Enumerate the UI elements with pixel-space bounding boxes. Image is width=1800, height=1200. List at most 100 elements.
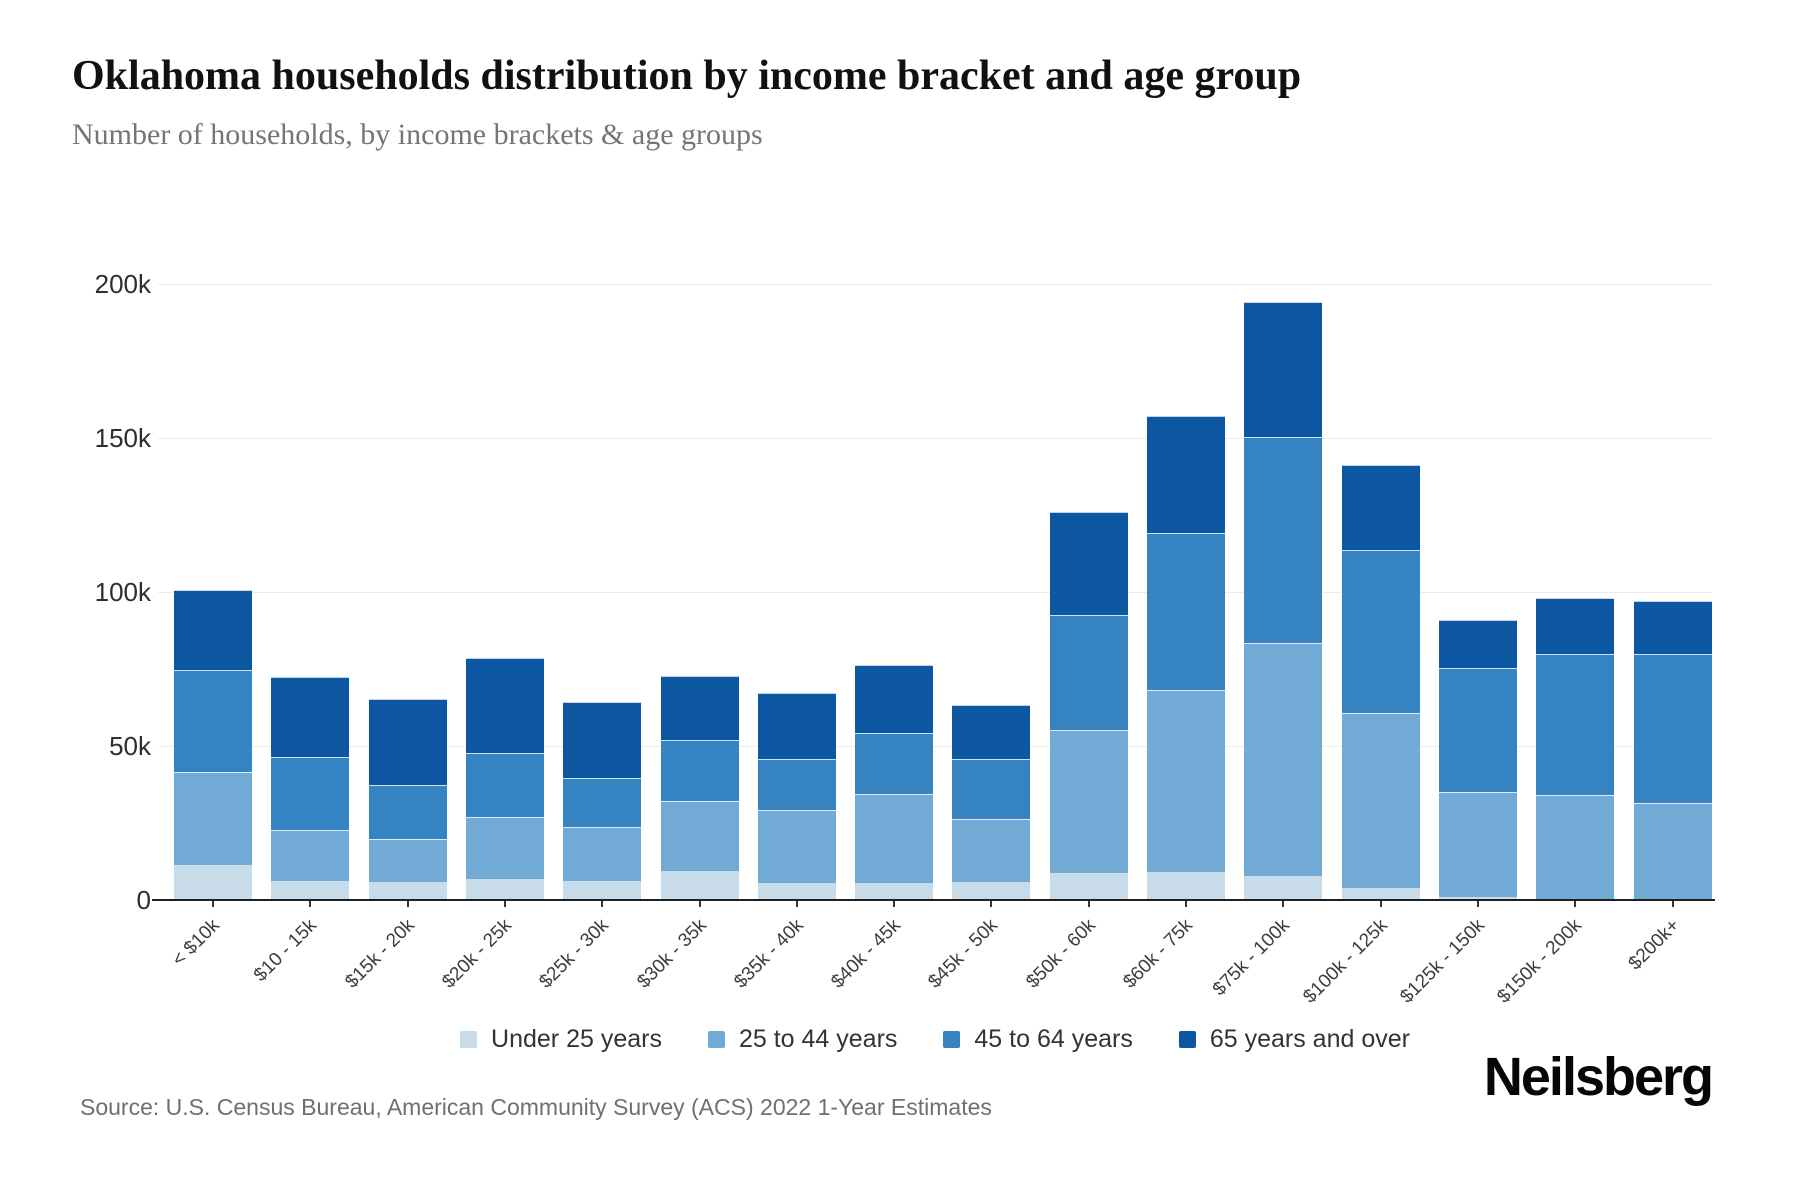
bar-segment[interactable] — [1341, 713, 1420, 888]
x-axis-tick-label: $60k - 75k — [1119, 915, 1197, 993]
legend-label: 45 to 64 years — [974, 1024, 1133, 1053]
bar-segment[interactable] — [1438, 791, 1517, 897]
bar-segment[interactable] — [855, 883, 934, 900]
bar-segment[interactable] — [1147, 689, 1225, 872]
x-axis-tick-label: $25k - 30k — [535, 915, 614, 993]
x-axis-tick — [990, 901, 993, 907]
bar-segment[interactable] — [1341, 888, 1420, 900]
x-axis-tick — [1087, 901, 1090, 907]
bar-segment[interactable] — [563, 701, 642, 779]
bar-segment[interactable] — [757, 810, 836, 884]
bar-segment[interactable] — [174, 771, 252, 865]
bar-segment[interactable] — [1147, 871, 1225, 900]
bar-segment[interactable] — [757, 883, 836, 900]
neilsberg-logo: Neilsberg — [1483, 1047, 1714, 1107]
x-axis-tick — [601, 901, 604, 907]
bar-segment[interactable] — [174, 864, 252, 900]
bar-segment[interactable] — [1244, 436, 1323, 644]
bar-segment[interactable] — [855, 665, 934, 734]
x-axis-tick-label: $150k - 200k — [1493, 915, 1587, 1008]
bar-segment[interactable] — [1633, 600, 1712, 654]
x-axis-tick-label: $125k - 150k — [1396, 915, 1489, 1008]
gridline — [158, 746, 1712, 747]
bar-segment[interactable] — [465, 879, 544, 900]
source-attribution: Source: U.S. Census Bureau, American Com… — [80, 1094, 992, 1120]
bar-segment[interactable] — [1049, 615, 1128, 730]
bar-segment[interactable] — [660, 871, 739, 900]
bar-segment[interactable] — [1244, 643, 1323, 876]
bar-segment[interactable] — [368, 882, 447, 900]
x-axis-tick — [1282, 901, 1285, 907]
bar-segment[interactable] — [1147, 532, 1225, 690]
bar-segment[interactable] — [757, 693, 836, 759]
bar-segment[interactable] — [952, 882, 1031, 900]
bar-segment[interactable] — [1341, 550, 1420, 714]
x-axis-tick-label: $35k - 40k — [730, 915, 808, 993]
bar-segment[interactable] — [855, 733, 934, 795]
bar-segment[interactable] — [1536, 653, 1615, 795]
bar-segment[interactable] — [855, 794, 934, 884]
x-axis-tick-label: $45k - 50k — [924, 915, 1003, 993]
bar-segment[interactable] — [563, 778, 642, 828]
bar-segment[interactable] — [757, 758, 836, 811]
x-axis-tick-label: < $10k — [168, 915, 224, 971]
legend: Under 25 years 25 to 44 years 45 to 64 y… — [158, 1020, 1712, 1058]
bar-segment[interactable] — [174, 590, 252, 670]
bar-segment[interactable] — [465, 817, 544, 880]
bar-segment[interactable] — [1244, 301, 1323, 437]
legend-item-65-and-over[interactable]: 65 years and over — [1178, 1024, 1410, 1054]
y-axis-tick-label: 100k — [94, 577, 151, 607]
bar-segment[interactable] — [465, 753, 544, 818]
x-axis-tick-label: $50k - 60k — [1021, 915, 1100, 993]
bar-segment[interactable] — [1147, 416, 1225, 533]
gridline — [158, 284, 1712, 285]
legend-item-under-25[interactable]: Under 25 years — [460, 1025, 662, 1054]
bar-segment[interactable] — [271, 880, 350, 900]
x-axis-tick — [1476, 901, 1479, 907]
bar-segment[interactable] — [271, 757, 350, 831]
bar-segment[interactable] — [1438, 896, 1517, 900]
bar-segment[interactable] — [368, 785, 447, 840]
bar-segment[interactable] — [1536, 795, 1615, 899]
bar-segment[interactable] — [1633, 802, 1712, 900]
bar-segment[interactable] — [174, 669, 252, 772]
y-axis-tick-label: 50k — [109, 731, 151, 761]
bar-segment[interactable] — [1536, 597, 1615, 654]
bar-segment[interactable] — [660, 740, 739, 802]
bar-segment[interactable] — [952, 819, 1031, 883]
x-axis-tick-label: $75k - 100k — [1209, 915, 1295, 1001]
gridline — [158, 592, 1712, 593]
bar-segment[interactable] — [465, 657, 544, 754]
page-title: Oklahoma households distribution by inco… — [72, 53, 1302, 99]
legend-swatch-under-25-icon — [460, 1030, 478, 1048]
bar-segment[interactable] — [271, 830, 350, 881]
x-axis-tick-label: $20k - 25k — [438, 915, 516, 993]
bar-segment[interactable] — [1341, 465, 1420, 551]
legend-swatch-25-to-44-icon — [707, 1030, 725, 1048]
legend-item-25-to-44[interactable]: 25 to 44 years — [707, 1024, 898, 1054]
bar-segment[interactable] — [1438, 668, 1517, 792]
bar-segment[interactable] — [952, 705, 1031, 759]
legend-label: 65 years and over — [1209, 1024, 1410, 1053]
x-axis-tick — [1379, 901, 1382, 907]
bar-segment[interactable] — [271, 677, 350, 758]
x-axis-tick-label: $10 - 15k — [250, 915, 322, 986]
bar-segment[interactable] — [563, 880, 642, 900]
bar-segment[interactable] — [660, 676, 739, 741]
bar-segment[interactable] — [952, 758, 1031, 819]
bar-segment[interactable] — [660, 801, 739, 872]
legend-label: 25 to 44 years — [738, 1024, 898, 1053]
bar-segment[interactable] — [1244, 875, 1323, 900]
legend-label: Under 25 years — [491, 1024, 662, 1053]
bar-segment[interactable] — [1438, 620, 1517, 669]
x-axis-tick-label: $40k - 45k — [827, 915, 905, 993]
bar-segment[interactable] — [1633, 653, 1712, 803]
x-axis-tick — [309, 901, 312, 907]
bar-segment[interactable] — [368, 698, 447, 786]
bar-segment[interactable] — [1049, 730, 1128, 873]
bar-segment[interactable] — [1049, 511, 1128, 616]
bar-segment[interactable] — [368, 839, 447, 883]
bar-segment[interactable] — [1049, 872, 1128, 900]
legend-item-45-to-64[interactable]: 45 to 64 years — [943, 1024, 1133, 1054]
bar-segment[interactable] — [563, 827, 642, 881]
